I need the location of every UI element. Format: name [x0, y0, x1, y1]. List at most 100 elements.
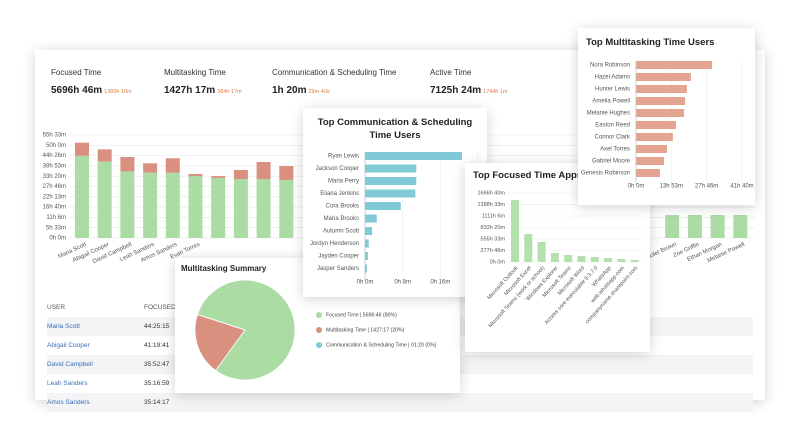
y-tick-label: Jayden Cooper: [318, 254, 359, 260]
bar-segment: [665, 215, 680, 238]
bar: [636, 73, 691, 81]
table-row: Amos Sanders 35:14:17: [47, 393, 753, 412]
stat-delta: 384h 17m: [217, 89, 242, 95]
pie-slice: [197, 314, 246, 331]
bar: [577, 255, 586, 262]
bar-chart: 0h 0m 13h 53m 27h 46m 41h 40m Nora Robinson H…: [581, 61, 754, 190]
bar-segment: [733, 215, 748, 238]
bar: [365, 214, 377, 223]
multitasking-users-popup: Top Multitasking Time Users 0h 0m 13h 53m…: [578, 28, 755, 205]
bar-segment: [211, 177, 226, 238]
y-tick-label: Hunter Lewis: [595, 87, 630, 93]
stat-number: 7125h 24m: [430, 85, 482, 96]
x-tick-label: 0h 16m: [430, 280, 450, 286]
bar-segment: [710, 215, 725, 238]
bar: [524, 234, 533, 262]
bar: [604, 257, 613, 262]
bar: [365, 152, 462, 160]
cell: 35:16:59: [144, 380, 170, 387]
y-tick-label: Gabriel Moore: [592, 159, 631, 165]
y-tick-label: Cora Brooks: [326, 204, 359, 210]
bar: [630, 260, 639, 262]
bar: [617, 259, 626, 262]
y-tick-label: 44h 26m: [43, 153, 66, 159]
x-tick-label: 13h 53m: [660, 184, 683, 190]
cell: 41:19:41: [144, 342, 170, 349]
stat-number: 5696h 46m: [51, 85, 103, 96]
popup-title: Top Multitasking Time Users: [586, 37, 715, 48]
x-tick-label: 27h 46m: [695, 184, 718, 190]
communication-popup: Top Communication & Scheduling Time User…: [303, 108, 487, 297]
stat-delta: 29m 40s: [308, 89, 330, 95]
bar-segment: [165, 158, 180, 173]
bar: [636, 145, 668, 153]
bar-segment: [188, 174, 203, 177]
bar-segment: [165, 172, 180, 238]
y-tick-label: 1666h 40m: [477, 190, 505, 196]
bar: [365, 239, 369, 248]
legend-dot: [316, 342, 322, 348]
bar-segment: [211, 176, 226, 178]
y-tick-label: Genesis Robinson: [581, 171, 630, 177]
y-tick-label: Melanie Hughes: [587, 111, 630, 117]
bar-segment: [233, 179, 248, 238]
stat-delta: 1744h 1m: [483, 89, 508, 95]
bar: [365, 202, 401, 210]
bar-segment: [256, 179, 271, 238]
stat-label: Multitasking Time: [164, 68, 226, 77]
legend-dot: [316, 327, 322, 333]
y-tick-label: Autumn Scott: [323, 229, 359, 235]
bar: [537, 242, 546, 262]
stat-label: Focused Time: [51, 68, 102, 77]
bar: [636, 133, 673, 141]
stat-number: 1h 20m: [272, 85, 307, 96]
bar: [365, 227, 373, 235]
bar: [511, 199, 519, 262]
stat-value: 7125h 24m 1744h 1m: [430, 85, 508, 96]
y-tick-label: 1388h 33m: [477, 202, 505, 208]
bar-segment: [279, 179, 294, 238]
popup-title: Multitasking Summary: [181, 264, 267, 273]
column-header: USER: [47, 304, 66, 311]
bar: [636, 109, 685, 117]
stat: Focused Time 5696h 46m 1360h 10m: [51, 68, 132, 96]
stat-value: 1h 20m 29m 40s: [272, 85, 397, 96]
bar: [365, 252, 368, 260]
bar-segment: [97, 161, 112, 238]
y-tick-label: Amelia Powell: [592, 99, 630, 105]
y-tick-label: 555h 33m: [481, 236, 506, 242]
column-header: FOCUSED: [144, 304, 176, 311]
bar: [636, 61, 713, 69]
y-tick-label: 33h 20m: [43, 174, 66, 180]
bar: [564, 255, 573, 262]
bar-segment: [97, 149, 112, 162]
bar: [636, 85, 687, 93]
user-link: Leah Sanders: [47, 380, 88, 387]
user-link: Amos Sanders: [47, 399, 90, 406]
bar: [636, 169, 660, 177]
y-tick-label: 1111h 6m: [482, 213, 506, 219]
y-tick-label: 22h 13m: [43, 194, 66, 200]
bar: [636, 97, 686, 105]
y-tick-label: 38h 53m: [43, 163, 66, 169]
user-link: Maria Scott: [47, 323, 80, 330]
y-tick-label: Connor Clark: [595, 135, 631, 141]
bar: [365, 177, 417, 185]
popup-title: Top Communication & Scheduling Time User…: [317, 117, 473, 141]
x-tick-label: 0h 0m: [628, 184, 645, 190]
pie-slice: [194, 314, 246, 372]
y-tick-label: 833h 20m: [481, 225, 506, 231]
y-tick-label: 27h 46m: [43, 184, 66, 190]
user-link: David Campbell: [47, 361, 93, 368]
y-tick-label: 11h 6m: [46, 215, 66, 221]
stat-value: 1427h 17m 384h 17m: [164, 85, 242, 96]
stat: Active Time 7125h 24m 1744h 1m: [430, 68, 508, 96]
bar-segment: [120, 171, 135, 238]
y-tick-label: 277h 46m: [481, 248, 506, 254]
y-tick-label: Maria Brooks: [324, 216, 359, 222]
cell: 35:52:47: [144, 361, 170, 368]
y-tick-label: 0h 0m: [490, 259, 506, 265]
x-tick-label: 41h 40m: [730, 184, 753, 190]
stat-number: 1427h 17m: [164, 85, 216, 96]
legend-label: Communication & Scheduling Time | 01:20 …: [326, 342, 437, 348]
